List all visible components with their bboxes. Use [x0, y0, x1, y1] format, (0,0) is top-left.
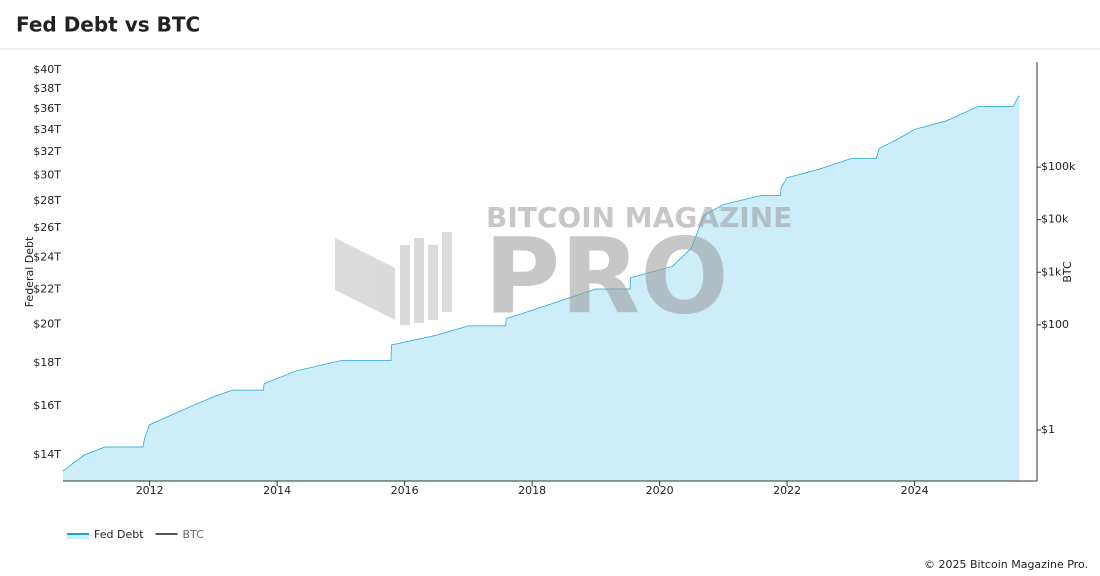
y-tick-label: $32T [33, 145, 61, 158]
y-tick-label: $30T [33, 169, 61, 182]
legend-swatch-fill [67, 535, 89, 539]
y-tick-label: $18T [33, 356, 61, 369]
y2-tick-label: $1k [1041, 265, 1062, 278]
legend-label: Fed Debt [94, 528, 144, 541]
y2-tick-label: $10k [1041, 213, 1069, 226]
y-tick-label: $36T [33, 102, 61, 115]
watermark-text: BITCOIN MAGAZINE [486, 201, 792, 234]
y2-axis-label: BTC [1061, 261, 1074, 283]
x-tick-label: 2024 [901, 484, 929, 497]
y-tick-label: $22T [33, 282, 61, 295]
y-tick-label: $26T [33, 221, 61, 234]
x-tick-label: 2012 [136, 484, 164, 497]
x-tick-label: 2016 [391, 484, 419, 497]
y-axis-label: Federal Debt [23, 236, 36, 307]
y2-tick-label: $100k [1041, 160, 1076, 173]
legend-label: BTC [183, 528, 205, 541]
x-tick-label: 2020 [646, 484, 674, 497]
y-tick-label: $20T [33, 317, 61, 330]
y2-tick-label: $1 [1041, 423, 1055, 436]
legend-item: Fed Debt [67, 528, 144, 541]
watermark: BITCOIN MAGAZINE PRO [335, 201, 792, 337]
chart-title: Fed Debt vs BTC [16, 13, 200, 37]
area [63, 95, 1020, 482]
y2-tick-label: $100 [1041, 318, 1069, 331]
y-tick-label: $40T [33, 63, 61, 76]
watermark-logo [335, 232, 452, 325]
copyright: © 2025 Bitcoin Magazine Pro. [924, 558, 1088, 571]
legend-item: BTC [155, 528, 205, 541]
x-tick-label: 2018 [518, 484, 546, 497]
y-tick-label: $24T [33, 251, 61, 264]
y-tick-label: $14T [33, 448, 61, 461]
y-tick-label: $16T [33, 399, 61, 412]
y-tick-label: $28T [33, 194, 61, 207]
x-tick-label: 2014 [263, 484, 291, 497]
y-tick-label: $38T [33, 82, 61, 95]
x-tick-label: 2022 [773, 484, 801, 497]
y-tick-label: $34T [33, 123, 61, 136]
watermark-text: PRO [484, 215, 729, 337]
